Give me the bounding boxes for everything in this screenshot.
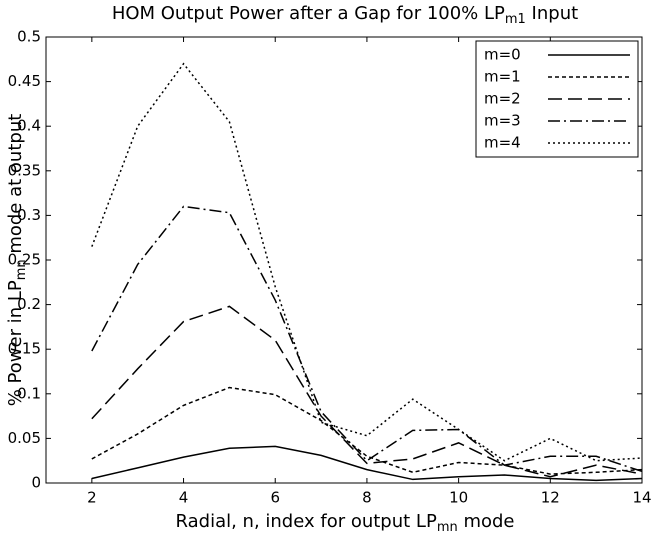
x-tick-label: 2 [87,489,97,507]
y-tick-label: 0.5 [17,28,41,46]
legend-label: m=0 [484,46,521,64]
x-tick-label: 10 [449,489,468,507]
y-tick-label: 0.45 [8,72,41,90]
legend-label: m=1 [484,68,521,86]
x-tick-label: 14 [632,489,651,507]
line [91,445,643,482]
y-tick-label: 0.1 [17,384,41,402]
x-tick-label: 6 [270,489,280,507]
y-tick-label: 0.3 [17,206,41,224]
x-tick-label: 8 [362,489,372,507]
legend-label: m=2 [484,90,521,108]
y-tick-label: 0.4 [17,117,41,135]
line [91,62,643,462]
line [91,205,643,473]
x-tick-label: 12 [541,489,560,507]
y-tick-label: 0 [31,474,41,492]
line [91,305,643,478]
legend-label: m=4 [484,134,521,152]
chart-title: HOM Output Power after a Gap for 100% LP… [112,3,578,27]
y-axis-label: % Power in LPmn mode at output [5,114,29,407]
x-axis-label: Radial, n, index for output LPmn mode [176,511,515,535]
y-tick-label: 0.35 [8,161,41,179]
x-tick-label: 4 [179,489,189,507]
y-tick-label: 0.2 [17,295,41,313]
y-tick-label: 0.25 [8,251,41,269]
legend-label: m=3 [484,112,521,130]
y-tick-label: 0.05 [8,429,41,447]
line [91,386,643,475]
y-tick-label: 0.15 [8,340,41,358]
